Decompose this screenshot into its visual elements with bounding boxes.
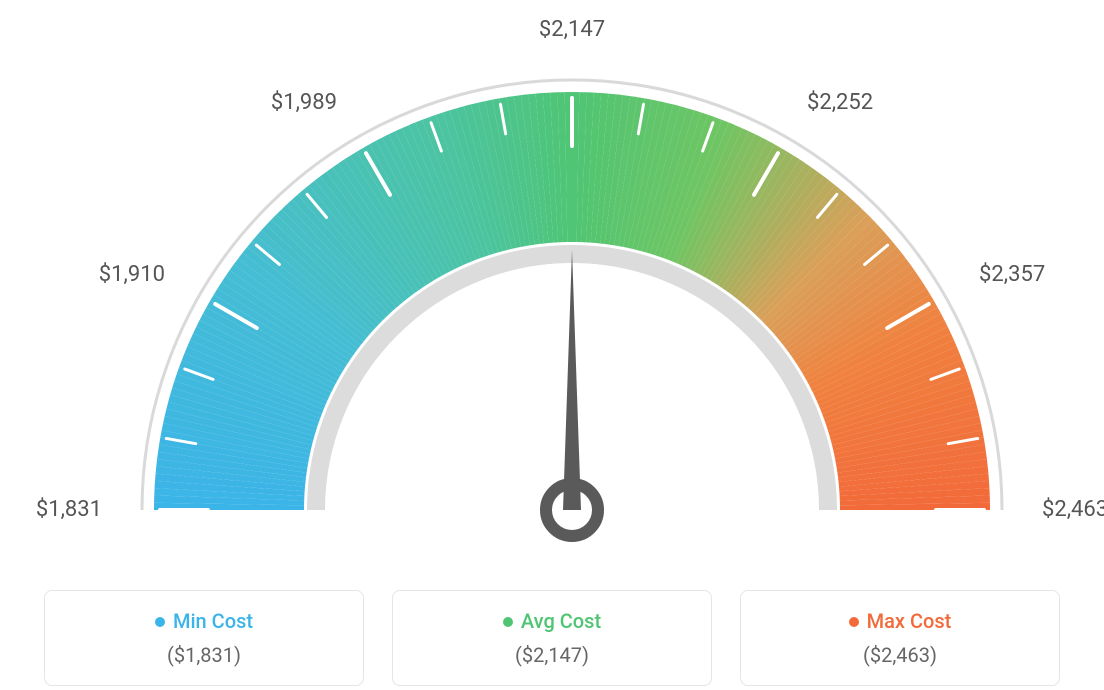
- gauge-svg: $1,831 $1,910 $1,989 $2,147 $2,252 $2,357 $2,4…: [20, 20, 1104, 560]
- gauge-tick-label: $2,463: [1042, 497, 1104, 522]
- gauge-tick-label: $2,147: [539, 20, 605, 42]
- legend-value-max: ($2,463): [751, 643, 1049, 667]
- legend-dot-avg: [503, 617, 513, 627]
- gauge-tick-label: $2,357: [979, 262, 1045, 287]
- gauge-tick-label: $1,910: [99, 262, 165, 287]
- legend-card-min: Min Cost ($1,831): [44, 590, 364, 686]
- gauge-tick-label: $1,989: [271, 90, 337, 115]
- legend-card-max: Max Cost ($2,463): [740, 590, 1060, 686]
- legend-value-avg: ($2,147): [403, 643, 701, 667]
- legend-title-avg: Avg Cost: [403, 609, 701, 633]
- legend-label-max: Max Cost: [867, 609, 952, 633]
- legend-card-avg: Avg Cost ($2,147): [392, 590, 712, 686]
- legend-dot-max: [849, 617, 859, 627]
- legend-dot-min: [155, 617, 165, 627]
- gauge-tick-label: $2,252: [807, 90, 873, 115]
- legend-label-avg: Avg Cost: [521, 609, 601, 633]
- legend-value-min: ($1,831): [55, 643, 353, 667]
- cost-gauge-chart: $1,831$1,910$1,989$2,147$2,252$2,357$2,4…: [20, 20, 1084, 560]
- legend-title-min: Min Cost: [55, 609, 353, 633]
- gauge-tick-label: $1,831: [36, 497, 102, 522]
- gauge-needle: [563, 250, 581, 510]
- legend-label-min: Min Cost: [173, 609, 253, 633]
- legend-row: Min Cost ($1,831) Avg Cost ($2,147) Max …: [20, 590, 1084, 686]
- legend-title-max: Max Cost: [751, 609, 1049, 633]
